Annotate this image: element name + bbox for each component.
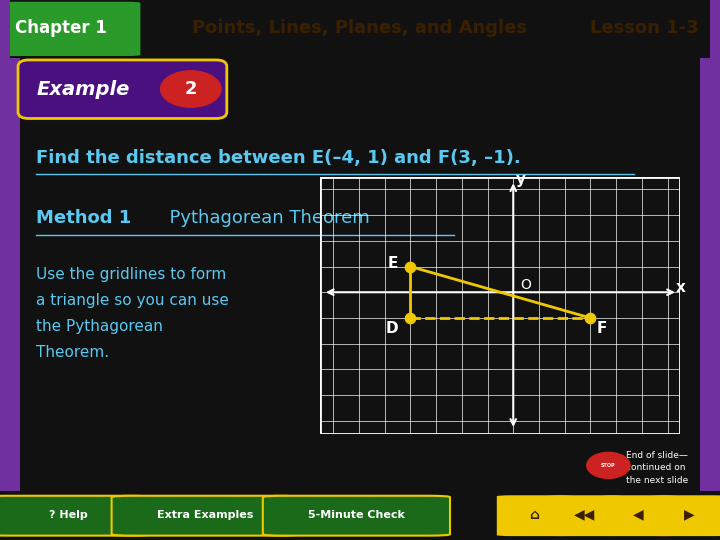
Text: Use the gridlines to form
a triangle so you can use
the Pythagorean
Theorem.: Use the gridlines to form a triangle so …	[36, 267, 229, 360]
FancyBboxPatch shape	[547, 495, 623, 536]
Bar	[710, 0, 720, 75]
Text: F: F	[597, 321, 607, 336]
Text: O: O	[521, 278, 531, 292]
FancyBboxPatch shape	[0, 2, 140, 56]
Text: Pythagorean Theorem: Pythagorean Theorem	[158, 209, 370, 227]
Text: End of slide—
continued on
the next slide: End of slide— continued on the next slid…	[626, 450, 688, 484]
Text: y: y	[516, 172, 526, 187]
Text: ◀: ◀	[634, 508, 644, 522]
Point	[585, 314, 596, 322]
Text: 2: 2	[184, 80, 197, 98]
FancyBboxPatch shape	[601, 495, 677, 536]
Text: Method 1: Method 1	[36, 209, 131, 227]
Text: ? Help: ? Help	[49, 510, 88, 519]
FancyBboxPatch shape	[652, 495, 720, 536]
Text: Find the distance between E(–4, 1) and F(3, –1).: Find the distance between E(–4, 1) and F…	[36, 148, 521, 166]
Point	[405, 314, 416, 322]
FancyBboxPatch shape	[112, 496, 299, 536]
Text: 5-Minute Check: 5-Minute Check	[308, 510, 405, 519]
Bar	[0, 0, 10, 75]
FancyBboxPatch shape	[0, 496, 151, 536]
FancyBboxPatch shape	[263, 496, 450, 536]
Bar	[700, 58, 720, 491]
Text: STOP: STOP	[601, 463, 616, 468]
FancyBboxPatch shape	[18, 60, 227, 118]
Circle shape	[587, 453, 630, 478]
Circle shape	[161, 71, 221, 107]
Text: x: x	[675, 280, 685, 295]
Text: Extra Examples: Extra Examples	[157, 510, 253, 519]
Text: ◀◀: ◀◀	[574, 508, 595, 522]
Text: ⌂: ⌂	[529, 508, 539, 522]
Text: Example: Example	[36, 79, 130, 98]
Text: Chapter 1: Chapter 1	[15, 19, 107, 37]
Text: Points, Lines, Planes, and Angles: Points, Lines, Planes, and Angles	[192, 19, 528, 37]
FancyBboxPatch shape	[497, 495, 572, 536]
Bar	[0, 58, 20, 491]
Text: D: D	[386, 321, 399, 336]
Text: ▶: ▶	[684, 508, 694, 522]
Text: Lesson 1-3: Lesson 1-3	[590, 19, 698, 37]
Point	[405, 262, 416, 271]
Text: E: E	[387, 256, 397, 272]
